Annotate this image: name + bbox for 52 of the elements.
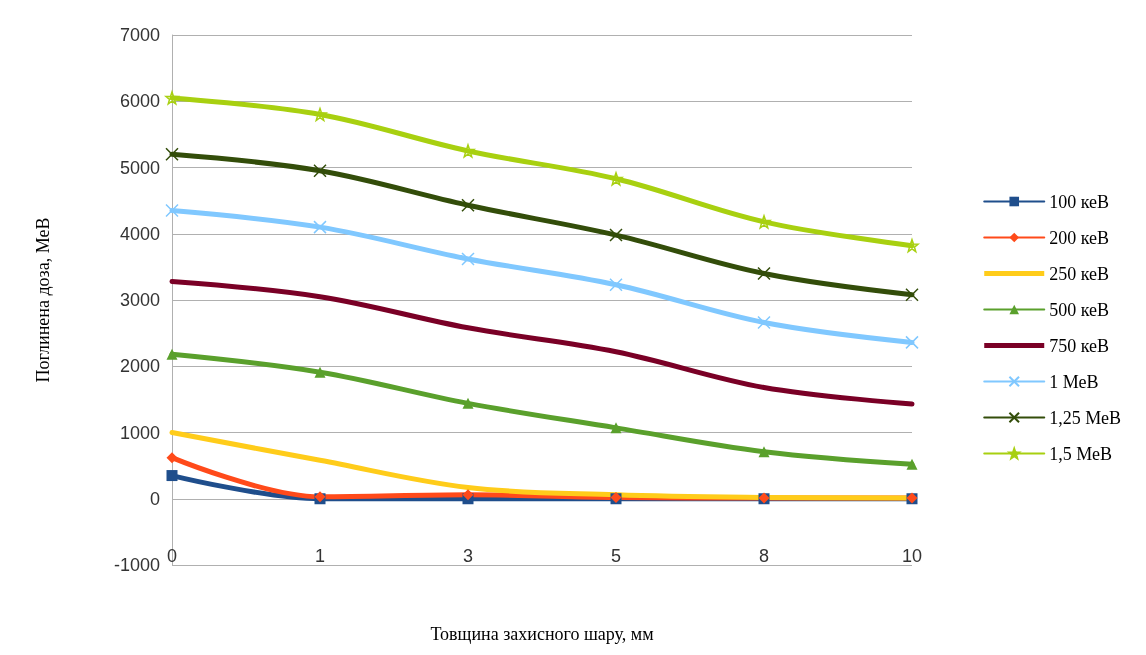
x-axis-title: Товщина захисного шару, мм [430, 624, 654, 644]
point [166, 348, 178, 360]
point [609, 172, 623, 186]
legend-label: 750 кеВ [1049, 335, 1110, 356]
point [610, 422, 622, 434]
point [609, 278, 623, 292]
point [313, 107, 327, 122]
x-tick-label: 8 [758, 546, 770, 566]
legend-label: 500 кеВ [1049, 299, 1110, 320]
point [461, 198, 475, 213]
point [757, 215, 771, 229]
x-tick-label: 3 [462, 546, 474, 566]
y-tick-label: 4000 [119, 223, 160, 244]
x-tick-label: 1 [314, 546, 326, 566]
point [757, 315, 771, 330]
legend-label: 200 кеВ [1049, 227, 1110, 248]
legend-label: 100 кеВ [1049, 191, 1110, 212]
point [313, 164, 327, 178]
point [758, 446, 770, 458]
point [166, 452, 178, 464]
x-tick-label: 10 [901, 546, 923, 566]
legend-label: 1,25 МеВ [1049, 407, 1121, 428]
y-tick-label: 0 [149, 488, 160, 509]
point [313, 220, 327, 234]
legend-label: 1,5 МеВ [1049, 443, 1112, 464]
point [165, 91, 179, 105]
y-tick-label: 7000 [119, 25, 160, 45]
point [461, 252, 475, 266]
point [166, 470, 178, 482]
point [905, 238, 919, 253]
y-axis-title: Поглинена доза, МеВ [33, 217, 53, 383]
point [165, 147, 179, 161]
point [462, 489, 474, 501]
point [609, 228, 623, 242]
point [462, 397, 474, 409]
x-tick-label: 0 [166, 546, 178, 566]
point [165, 203, 179, 218]
y-tick-label: 2000 [119, 356, 160, 377]
y-tick-label: 1000 [119, 422, 160, 443]
y-tick-label: -1000 [113, 555, 160, 575]
legend-label: 1 МеВ [1049, 371, 1099, 392]
point [906, 458, 918, 470]
legend-label: 250 кеВ [1049, 263, 1110, 284]
point [905, 287, 919, 302]
point [905, 335, 919, 350]
y-tick-label: 6000 [119, 91, 160, 112]
y-tick-label: 3000 [119, 290, 160, 310]
point [757, 266, 771, 281]
y-tick-label: 5000 [119, 157, 160, 178]
point [461, 144, 475, 158]
point [314, 366, 326, 378]
x-tick-label: 5 [610, 546, 622, 566]
